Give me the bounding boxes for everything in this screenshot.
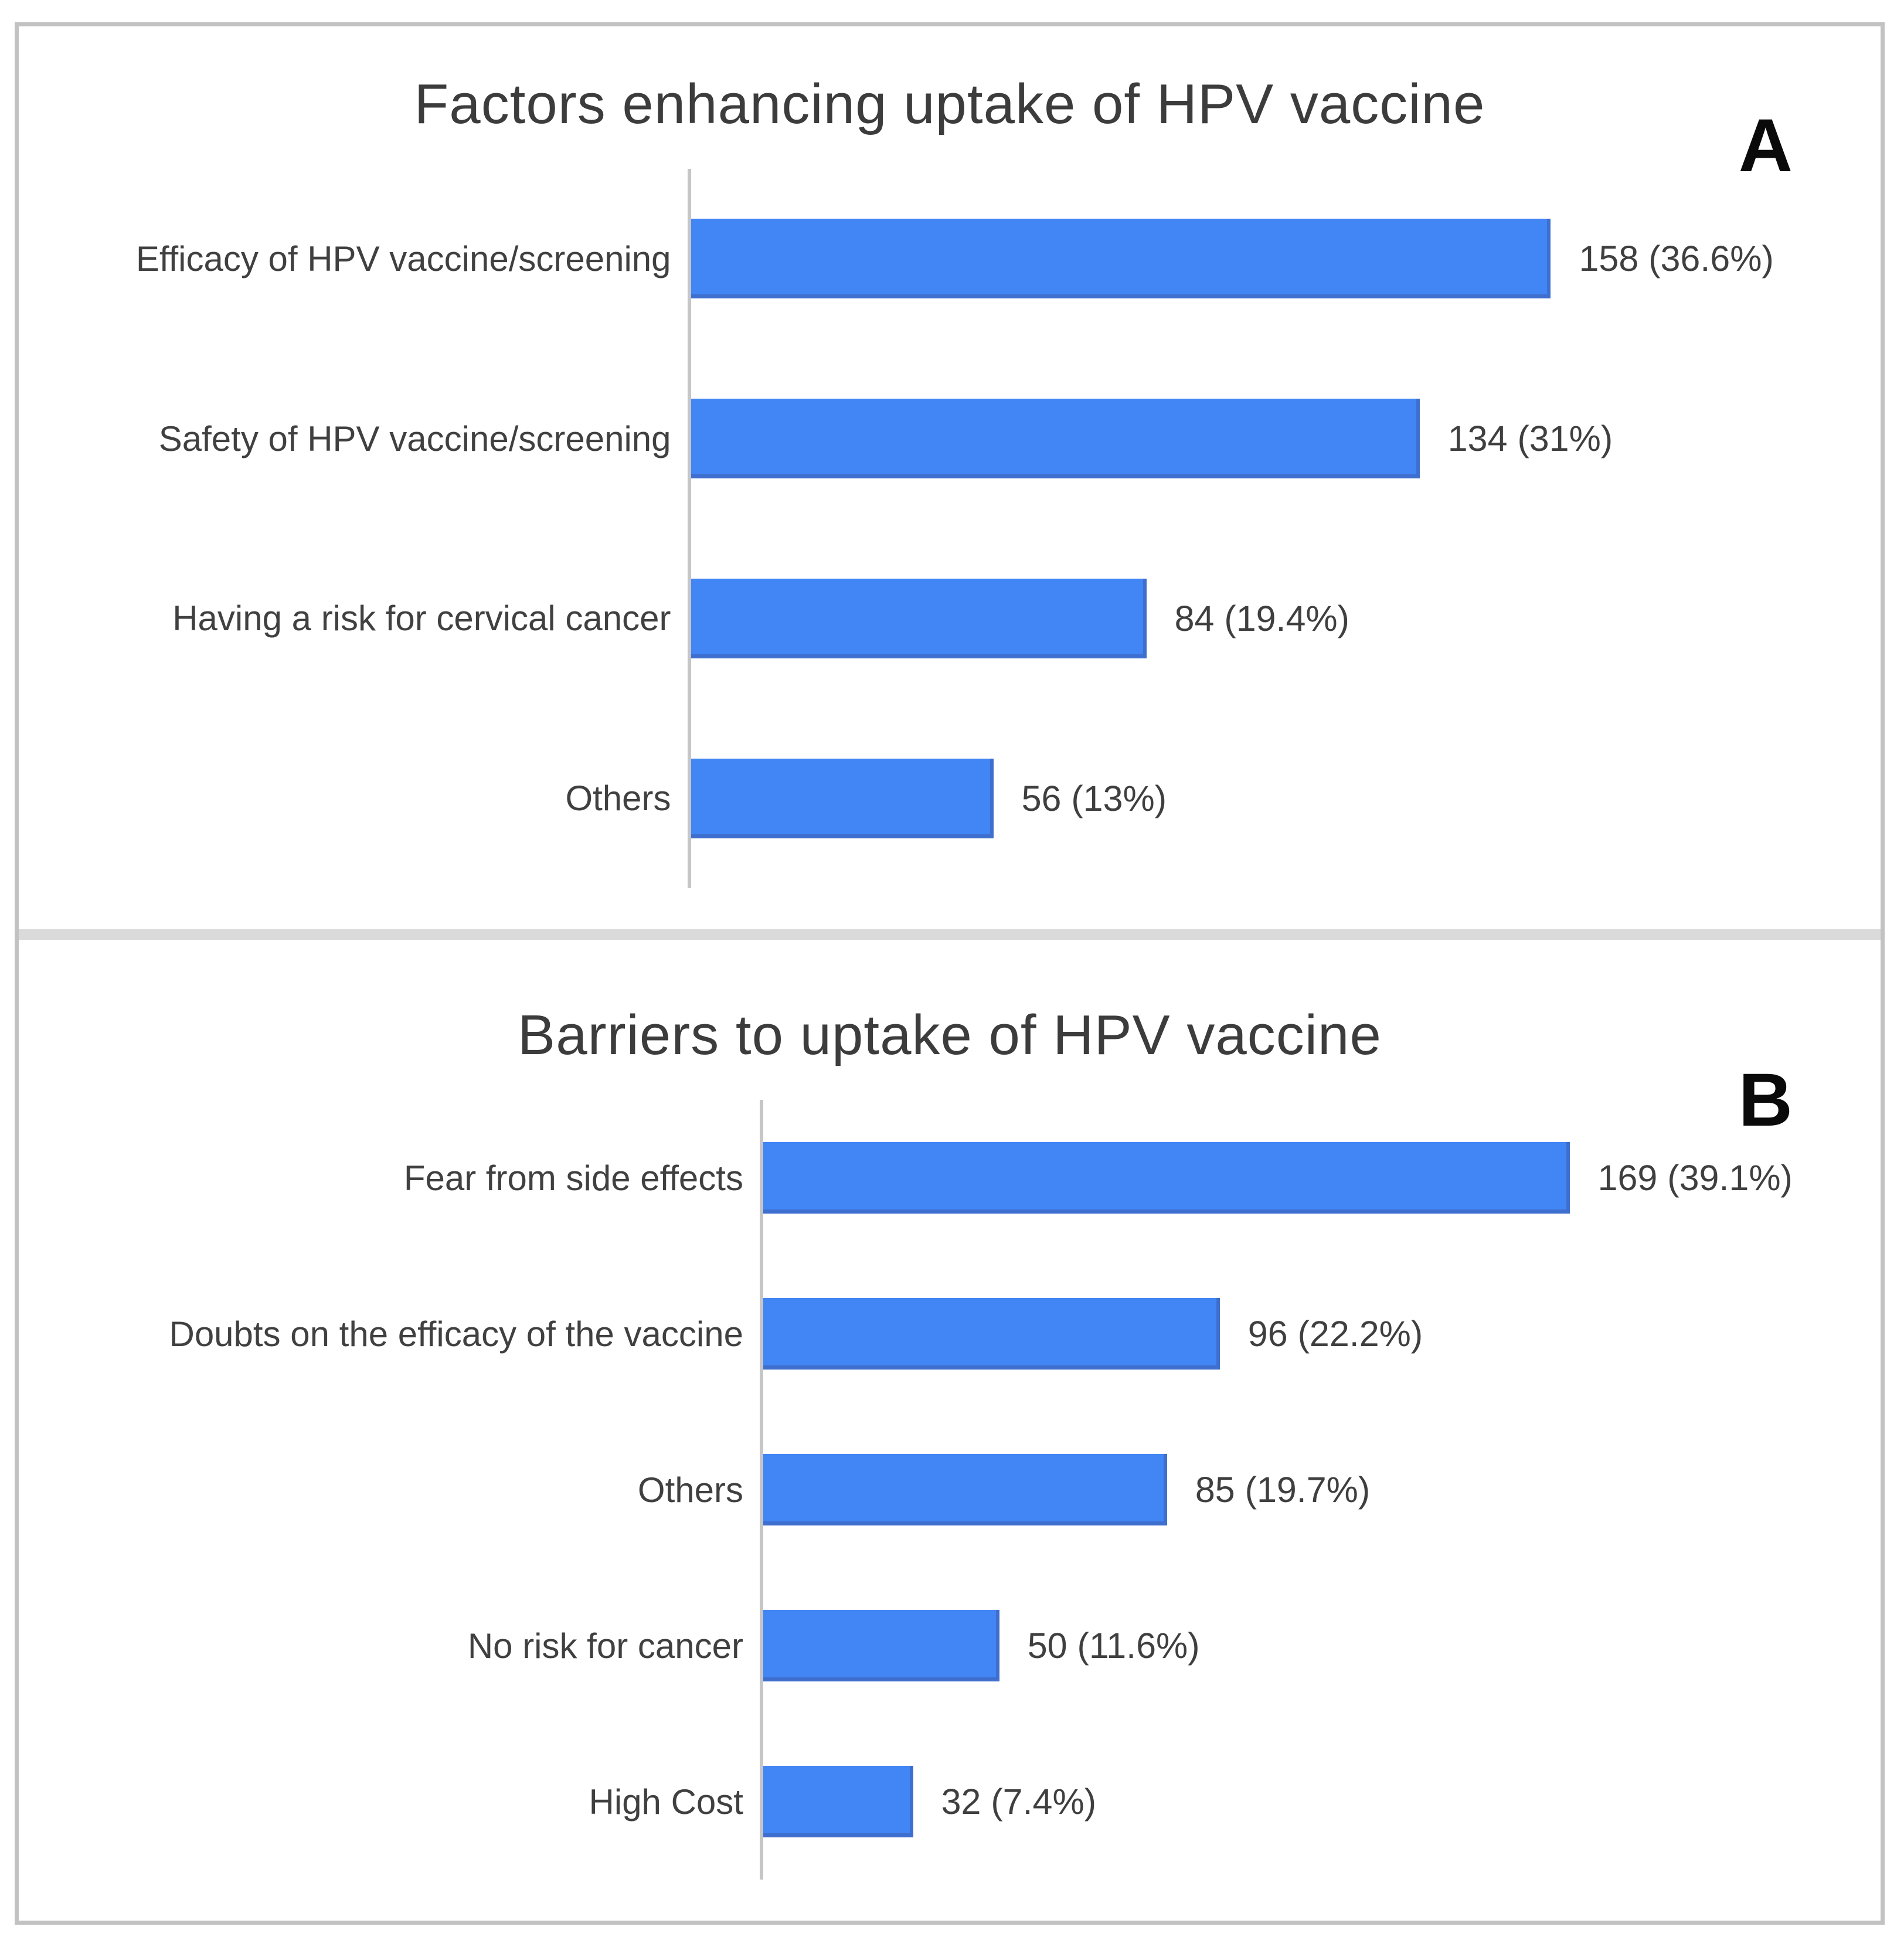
panel-b-plot: Fear from side effects 169 (39.1%) Doubt… [45,1100,1854,1880]
bar-row: Fear from side effects 169 (39.1%) [45,1100,1854,1256]
bar-row: Efficacy of HPV vaccine/screening 158 (3… [45,169,1854,349]
bar [759,1142,1570,1214]
bar [759,1610,999,1681]
panel-a-title: Factors enhancing uptake of HPV vaccine [414,73,1485,135]
value-label: 158 (36.6%) [1579,239,1774,279]
panel-divider [19,929,1881,940]
category-label: Others [565,779,671,818]
category-label: Fear from side effects [403,1158,743,1198]
value-label: 96 (22.2%) [1247,1314,1423,1354]
bar [687,758,994,838]
panel-a-plot: Efficacy of HPV vaccine/screening 158 (3… [45,169,1854,888]
value-label: 84 (19.4%) [1174,598,1349,638]
category-label: Having a risk for cervical cancer [172,599,671,638]
category-label: Efficacy of HPV vaccine/screening [135,239,671,278]
bar-row: Safety of HPV vaccine/screening 134 (31%… [45,349,1854,529]
figure: Factors enhancing uptake of HPV vaccine … [15,22,1885,1925]
panel-a: Factors enhancing uptake of HPV vaccine … [19,26,1881,929]
bar [687,578,1147,658]
bar-row: Having a risk for cervical cancer 84 (19… [45,529,1854,709]
bar-row: High Cost 32 (7.4%) [45,1724,1854,1880]
plot-cell: 32 (7.4%) [759,1724,1854,1880]
bar [759,1454,1167,1525]
bar-row: Others 56 (13%) [45,708,1854,888]
panel-b-letter: B [1738,1058,1793,1142]
plot-cell: 169 (39.1%) [759,1100,1854,1256]
plot-cell: 158 (36.6%) [687,169,1854,349]
value-label: 134 (31%) [1447,419,1613,459]
plot-cell: 96 (22.2%) [759,1256,1854,1412]
plot-cell: 50 (11.6%) [759,1568,1854,1724]
value-label: 50 (11.6%) [1027,1626,1200,1666]
plot-cell: 56 (13%) [687,708,1854,888]
bar [759,1298,1220,1370]
bar-row: Others 85 (19.7%) [45,1412,1854,1568]
plot-cell: 134 (31%) [687,349,1854,529]
panel-b-title: Barriers to uptake of HPV vaccine [518,1004,1382,1066]
y-axis-line [687,169,691,888]
category-label: High Cost [589,1782,743,1822]
bar-row: No risk for cancer 50 (11.6%) [45,1568,1854,1724]
category-label: Safety of HPV vaccine/screening [158,419,671,458]
value-label: 169 (39.1%) [1597,1158,1793,1198]
category-label: No risk for cancer [467,1626,743,1666]
bar-row: Doubts on the efficacy of the vaccine 96… [45,1256,1854,1412]
category-label: Doubts on the efficacy of the vaccine [169,1314,743,1354]
bar [759,1766,913,1837]
panel-b: Barriers to uptake of HPV vaccine B Fear… [19,940,1881,1921]
plot-cell: 84 (19.4%) [687,529,1854,709]
y-axis-line [759,1100,763,1880]
value-label: 56 (13%) [1021,778,1167,818]
category-label: Others [637,1470,743,1510]
plot-cell: 85 (19.7%) [759,1412,1854,1568]
panel-a-letter: A [1738,104,1793,188]
value-label: 85 (19.7%) [1195,1470,1371,1510]
bar [687,399,1420,479]
value-label: 32 (7.4%) [941,1782,1097,1822]
bar [687,219,1551,299]
